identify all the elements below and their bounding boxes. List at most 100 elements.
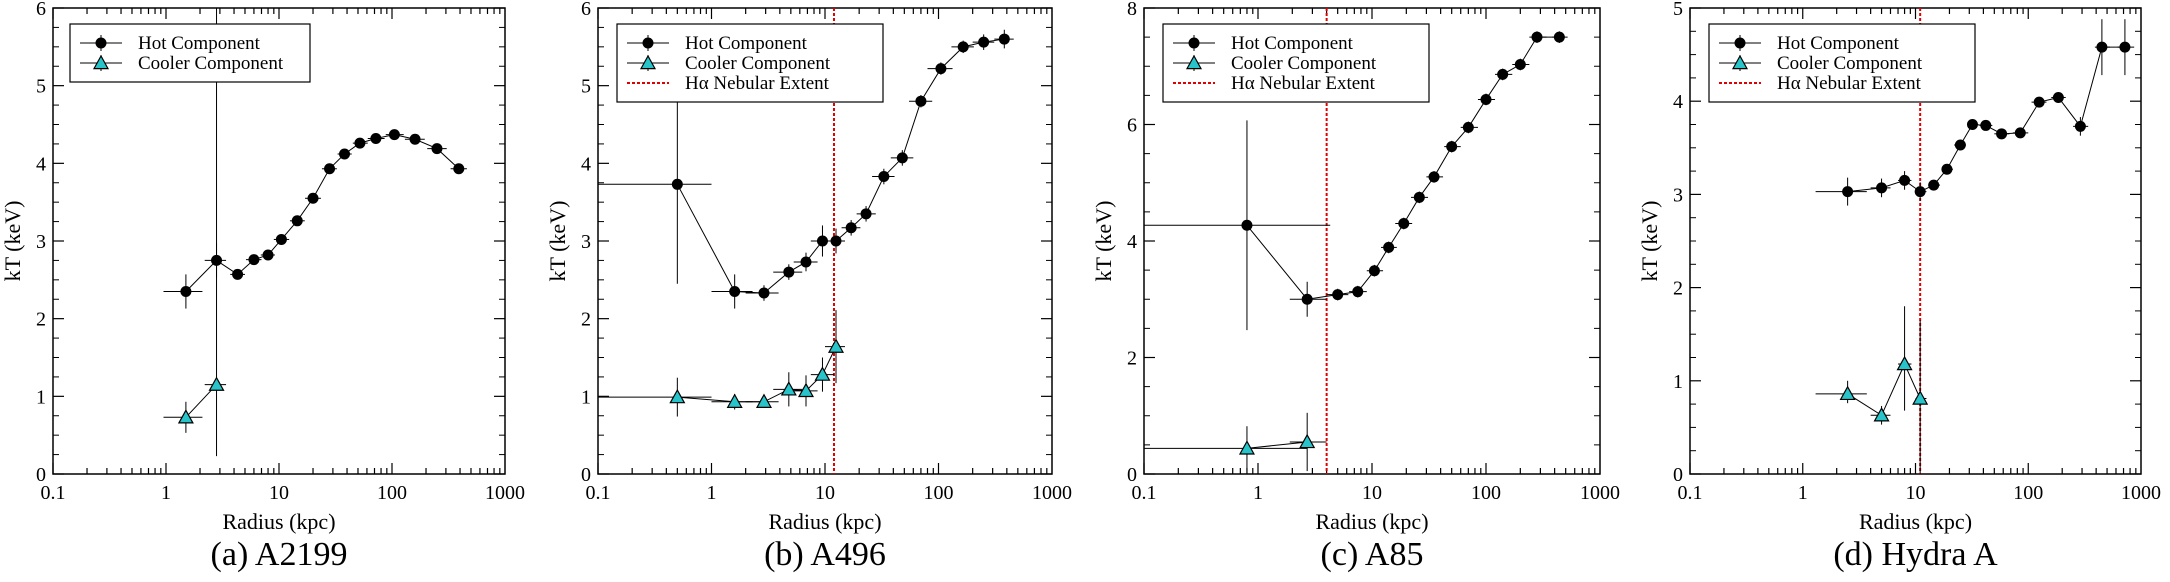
x-axis-label: Radius (kpc) (768, 509, 881, 534)
cooler-data-point (726, 393, 743, 408)
hot-data-point (998, 33, 1010, 45)
y-axis-label: kT (keV) (545, 201, 570, 282)
hot-data-point (1842, 186, 1854, 198)
y-tick-label: 6 (36, 0, 46, 20)
legend-hot-marker (95, 37, 107, 49)
hot-data-point (1966, 119, 1978, 130)
hot-data-point (729, 285, 741, 297)
y-tick-label: 5 (581, 76, 591, 98)
hot-data-point (1941, 163, 1953, 175)
panel-caption: (d) Hydra A (1833, 536, 1998, 573)
hot-data-point (1428, 171, 1440, 183)
y-tick-label: 6 (1127, 115, 1137, 137)
legend-cooler-marker (1731, 54, 1749, 70)
y-tick-label: 2 (1673, 278, 1683, 300)
panel-2: 0.1 1 10 100 1000 0 1 2 3 4 5 6 Radius (kpc) kT (keV)… (545, 0, 1072, 573)
hot-data-point (1914, 186, 1926, 198)
hot-data-point (370, 132, 382, 144)
hot-series-line (1246, 36, 1560, 300)
legend-label: Hot Component (685, 33, 808, 54)
cooler-series-line (1847, 362, 1921, 417)
hot-data-point (1332, 289, 1344, 301)
hot-data-point (896, 152, 908, 164)
panel-caption: (c) A85 (1321, 536, 1424, 573)
y-tick-label: 4 (1127, 231, 1137, 253)
legend-cooler-marker (1185, 54, 1203, 70)
hot-data-point (275, 233, 287, 245)
legend-hot-marker (1188, 37, 1200, 49)
hot-data-point (262, 249, 274, 261)
panel-caption: (a) A2199 (211, 536, 348, 573)
y-tick-label: 3 (581, 231, 591, 253)
hot-data-point (2052, 91, 2064, 103)
legend-label: Hot Component (1231, 33, 1354, 54)
y-tick-label: 2 (581, 309, 591, 331)
hot-data-point (307, 192, 319, 204)
y-tick-label: 3 (36, 231, 46, 253)
x-tick-label: 0.1 (1678, 482, 1703, 504)
y-tick-label: 0 (1127, 464, 1137, 486)
hot-data-point (1996, 128, 2008, 140)
hot-data-point (860, 208, 872, 220)
y-tick-label: 0 (1673, 464, 1683, 486)
legend-label: Cooler Component (138, 53, 284, 74)
hot-data-point (2014, 127, 2026, 139)
hot-data-point (671, 178, 683, 190)
hot-data-point (339, 148, 351, 160)
y-axis-label: kT (keV) (1091, 201, 1116, 282)
hot-data-point (180, 285, 192, 297)
hot-data-point (453, 163, 465, 175)
hot-data-point (816, 235, 828, 247)
hot-data-point (1301, 293, 1313, 305)
hot-data-point (354, 137, 366, 149)
y-tick-label: 0 (581, 464, 591, 486)
y-tick-label: 8 (1127, 0, 1137, 20)
x-tick-label: 0.1 (41, 482, 66, 504)
hot-data-point (2074, 120, 2086, 132)
y-tick-label: 0 (36, 464, 46, 486)
hot-data-point (1876, 182, 1888, 194)
hot-data-point (248, 254, 260, 266)
x-tick-label: 1 (707, 482, 717, 504)
legend-cooler-marker (92, 54, 110, 70)
x-axis-label: Radius (kpc) (1315, 509, 1428, 534)
cooler-data-point (1912, 390, 1929, 405)
x-axis-label: Radius (kpc) (1859, 509, 1972, 534)
legend-label: Hot Component (1777, 33, 1900, 54)
y-tick-label: 2 (36, 309, 46, 331)
y-tick-label: 4 (581, 153, 591, 175)
panel-1: 0.1 1 10 100 1000 0 1 2 3 4 5 6 Radius (kpc) kT (keV)… (0, 0, 525, 573)
hot-data-point (915, 95, 927, 107)
x-tick-label: 100 (2013, 482, 2043, 504)
cooler-data-point (1839, 385, 1856, 401)
x-tick-label: 0.1 (586, 482, 611, 504)
x-tick-label: 1000 (2121, 482, 2161, 504)
x-tick-label: 1000 (1580, 482, 1620, 504)
hot-data-point (957, 41, 969, 53)
hot-data-point (1413, 191, 1425, 203)
legend-label: Cooler Component (685, 53, 831, 74)
x-tick-label: 100 (1471, 482, 1501, 504)
hot-data-point (409, 133, 421, 145)
cooler-data-point (814, 366, 831, 381)
hot-data-point (2096, 41, 2108, 53)
legend-label: Cooler Component (1777, 53, 1923, 74)
x-tick-label: 1 (161, 482, 171, 504)
x-tick-label: 1000 (485, 482, 525, 504)
hot-series-line (676, 38, 1005, 294)
hot-data-point (388, 129, 400, 141)
hot-data-point (431, 143, 443, 155)
panel-3: 0.1 1 10 100 1000 0 2 4 6 8 Radius (kpc) kT (keV) (c… (1091, 0, 1620, 573)
hot-data-point (1398, 218, 1410, 230)
hot-data-point (291, 215, 303, 227)
cooler-data-point (669, 388, 686, 404)
y-tick-label: 1 (1673, 371, 1683, 393)
y-axis-label: kT (keV) (1637, 201, 1662, 282)
hot-data-point (878, 171, 890, 183)
legend-label: Hα Nebular Extent (1777, 73, 1922, 94)
x-tick-label: 1 (1253, 482, 1263, 504)
